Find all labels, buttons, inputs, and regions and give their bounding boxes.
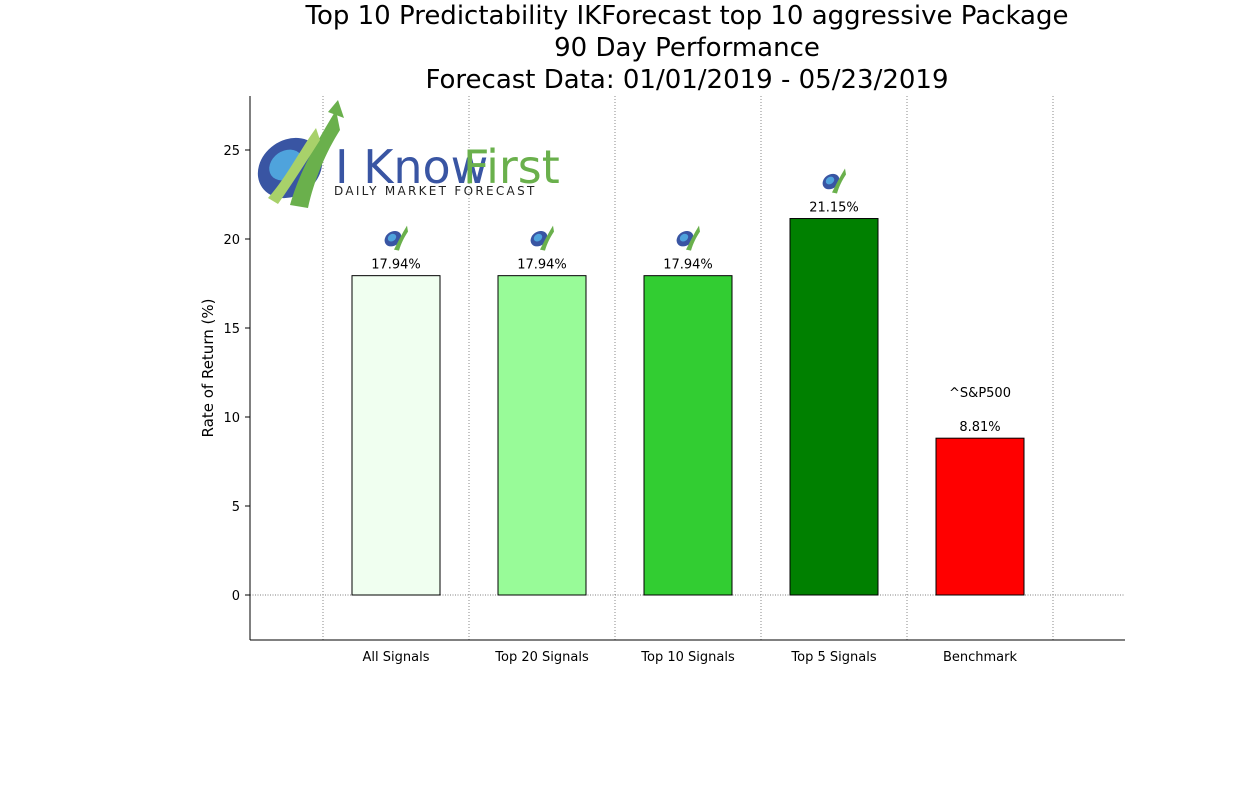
bar-value-label: 17.94% — [663, 258, 713, 273]
x-tick-label: Benchmark — [943, 650, 1018, 665]
bar — [497, 275, 587, 596]
y-tick-label: 5 — [232, 500, 240, 515]
bar — [789, 218, 879, 596]
labels-layer: 17.94% All Signals 17.94% Top 20 Signals 17.… — [363, 168, 1018, 665]
mini-logo-icon — [676, 225, 700, 251]
bar-value-label: 17.94% — [517, 258, 567, 273]
y-tick-label: 15 — [223, 322, 240, 337]
bar — [643, 275, 733, 596]
logo-text-dark: I Know — [335, 140, 488, 194]
mini-logo-light — [679, 233, 689, 242]
mini-logo-light — [387, 233, 397, 242]
mini-logo-arrow — [540, 225, 554, 251]
chart-title-line-3: Forecast Data: 01/01/2019 - 05/23/2019 — [425, 65, 949, 95]
logo-swoosh-icon — [257, 100, 344, 208]
mini-logo-light — [533, 233, 543, 242]
mini-logo-arrow — [394, 225, 408, 251]
y-tick-label: 25 — [223, 144, 240, 159]
bar — [351, 275, 441, 596]
x-tick-label: Top 10 Signals — [640, 650, 735, 665]
mini-logo-arrow — [832, 168, 846, 194]
i-know-first-logo: I Know First DAILY MARKET FORECAST — [257, 100, 560, 208]
benchmark-name-label: ^S&P500 — [949, 386, 1011, 401]
chart-title-line-1: Top 10 Predictability IKForecast top 10 … — [305, 1, 1069, 31]
bars-layer — [351, 218, 1025, 596]
mini-logo-arrow — [686, 225, 700, 251]
y-tick-label: 0 — [232, 589, 240, 604]
mini-logo-light — [825, 176, 835, 185]
axes-layer: 0 5 10 15 20 25 Rate of Return (%) — [199, 96, 1125, 641]
y-tick-label: 20 — [223, 233, 240, 248]
y-axis-label: Rate of Return (%) — [199, 299, 217, 438]
bar — [935, 437, 1025, 596]
mini-logo-icon — [530, 225, 554, 251]
bar-value-label: 21.15% — [809, 201, 859, 216]
chart-title: Top 10 Predictability IKForecast top 10 … — [212, 0, 1162, 96]
x-tick-label: Top 5 Signals — [790, 650, 876, 665]
x-tick-label: All Signals — [363, 650, 430, 665]
mini-logo-icon — [822, 168, 846, 194]
x-tick-label: Top 20 Signals — [494, 650, 589, 665]
bar-value-label: 8.81% — [959, 420, 1000, 435]
chart-title-line-2: 90 Day Performance — [554, 33, 820, 63]
y-tick-label: 10 — [223, 411, 240, 426]
bar-value-label: 17.94% — [371, 258, 421, 273]
mini-logo-icon — [384, 225, 408, 251]
logo-text-light: First — [463, 140, 560, 194]
logo-tagline: DAILY MARKET FORECAST — [334, 184, 537, 198]
